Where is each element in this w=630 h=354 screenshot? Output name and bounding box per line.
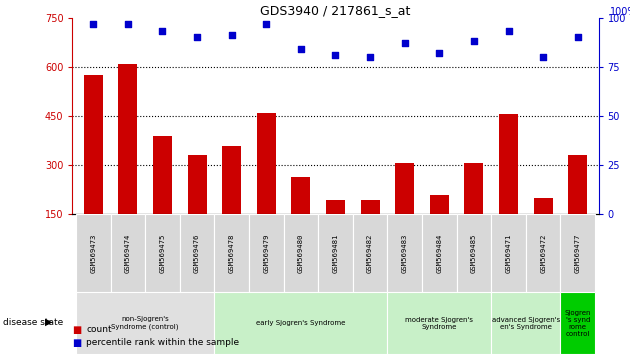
Bar <box>387 292 491 354</box>
Text: disease state: disease state <box>3 318 64 327</box>
Bar <box>291 177 311 214</box>
Text: GSM569480: GSM569480 <box>298 233 304 273</box>
Bar <box>353 214 387 292</box>
Bar <box>118 64 137 214</box>
Bar <box>249 214 284 292</box>
Point <box>365 54 375 60</box>
Bar <box>145 214 180 292</box>
Bar <box>395 164 414 214</box>
Bar <box>326 200 345 214</box>
Bar <box>457 214 491 292</box>
Bar <box>534 198 553 214</box>
Text: GSM569482: GSM569482 <box>367 233 373 273</box>
Bar <box>222 146 241 214</box>
Point <box>469 39 479 44</box>
Bar <box>491 214 526 292</box>
Point <box>503 29 513 34</box>
Text: GSM569472: GSM569472 <box>540 233 546 273</box>
Point <box>434 50 444 56</box>
Text: GSM569477: GSM569477 <box>575 233 581 273</box>
Text: GSM569481: GSM569481 <box>333 233 338 273</box>
Bar <box>561 214 595 292</box>
Bar <box>214 214 249 292</box>
Text: GSM569485: GSM569485 <box>471 233 477 273</box>
Text: GSM569473: GSM569473 <box>90 233 96 273</box>
Text: GSM569476: GSM569476 <box>194 233 200 273</box>
Bar <box>76 292 214 354</box>
Bar <box>284 214 318 292</box>
Text: non-Sjogren's
Syndrome (control): non-Sjogren's Syndrome (control) <box>112 316 179 330</box>
Point <box>261 21 272 27</box>
Text: Sjogren
's synd
rome
control: Sjogren 's synd rome control <box>564 309 591 337</box>
Text: GSM569475: GSM569475 <box>159 233 166 273</box>
Text: advanced Sjogren's
en's Syndrome: advanced Sjogren's en's Syndrome <box>491 316 560 330</box>
Bar <box>430 195 449 214</box>
Text: moderate Sjogren's
Syndrome: moderate Sjogren's Syndrome <box>405 316 473 330</box>
Text: GSM569484: GSM569484 <box>437 233 442 273</box>
Bar <box>318 214 353 292</box>
Point <box>88 21 98 27</box>
Bar <box>110 214 145 292</box>
Bar <box>568 155 587 214</box>
Point <box>158 29 168 34</box>
Point <box>573 34 583 40</box>
Point <box>330 52 340 58</box>
Bar <box>561 292 595 354</box>
Point <box>296 46 306 52</box>
Bar <box>491 292 561 354</box>
Bar <box>526 214 561 292</box>
Bar <box>464 164 483 214</box>
Text: GSM569483: GSM569483 <box>402 233 408 273</box>
Text: early Sjogren's Syndrome: early Sjogren's Syndrome <box>256 320 345 326</box>
Bar <box>387 214 422 292</box>
Point <box>538 54 548 60</box>
Text: GSM569479: GSM569479 <box>263 233 269 273</box>
Bar <box>188 155 207 214</box>
Bar <box>499 114 518 214</box>
Text: percentile rank within the sample: percentile rank within the sample <box>86 338 239 347</box>
Text: GSM569471: GSM569471 <box>505 233 512 273</box>
Bar <box>180 214 214 292</box>
Text: ▶: ▶ <box>45 317 53 327</box>
Text: 100%: 100% <box>610 7 630 17</box>
Point <box>123 21 133 27</box>
Bar <box>84 75 103 214</box>
Text: GSM569474: GSM569474 <box>125 233 131 273</box>
Point <box>192 34 202 40</box>
Title: GDS3940 / 217861_s_at: GDS3940 / 217861_s_at <box>260 4 411 17</box>
Bar <box>153 136 172 214</box>
Bar <box>257 113 276 214</box>
Bar <box>76 214 110 292</box>
Text: ■: ■ <box>72 325 82 335</box>
Point <box>227 33 237 38</box>
Bar <box>422 214 457 292</box>
Bar <box>214 292 387 354</box>
Text: ■: ■ <box>72 338 82 348</box>
Point <box>399 40 410 46</box>
Text: GSM569478: GSM569478 <box>229 233 234 273</box>
Text: count: count <box>86 325 112 335</box>
Bar <box>360 200 380 214</box>
